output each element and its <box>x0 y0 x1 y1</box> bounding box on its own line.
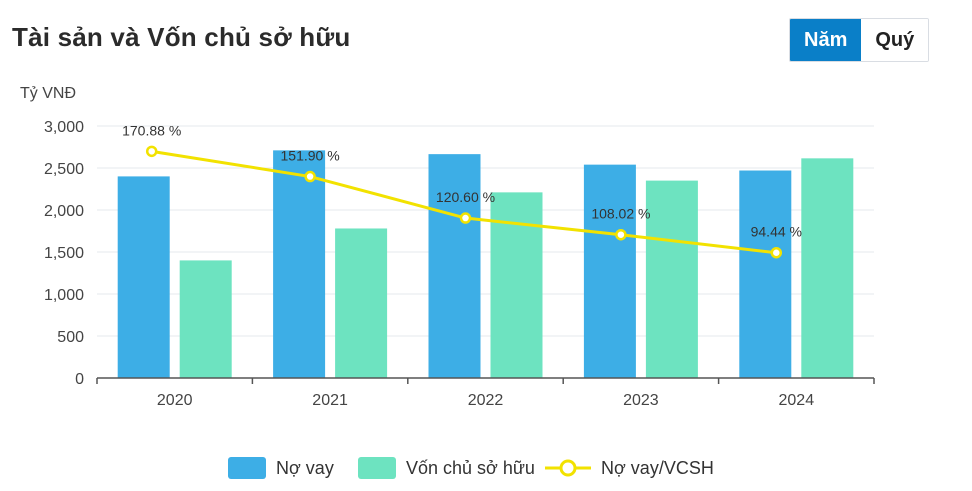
bar-no-vay <box>739 170 792 378</box>
ratio-point <box>459 212 472 224</box>
ratio-point <box>145 145 158 158</box>
bar-von-chu-so-huu <box>801 158 854 378</box>
ratio-data-label: 108.02 % <box>591 206 650 222</box>
legend: Nợ vay Vốn chủ sở hữu Nợ vay/VCSH <box>228 457 714 479</box>
legend-label: Nợ vay <box>276 458 334 478</box>
x-tick-label: 2021 <box>312 392 348 409</box>
ratio-point <box>615 228 627 241</box>
period-tab-year[interactable]: Năm <box>790 19 862 61</box>
y-tick-label: 0 <box>75 371 84 388</box>
x-tick-label: 2020 <box>157 392 193 409</box>
legend-label: Vốn chủ sở hữu <box>406 458 535 478</box>
x-tick-label: 2024 <box>779 392 815 409</box>
legend-label: Nợ vay/VCSH <box>601 458 714 478</box>
bar-von-chu-so-huu <box>645 180 698 378</box>
legend-swatch-no-vay <box>228 457 266 479</box>
y-tick-label: 3,000 <box>44 119 84 136</box>
x-tick-label: 2023 <box>623 392 659 409</box>
bar-von-chu-so-huu <box>335 228 388 378</box>
bars <box>117 150 854 378</box>
legend-swatch-von-chu-so-huu <box>358 457 396 479</box>
ratio-point <box>770 246 783 259</box>
ratio-data-label: 120.60 % <box>436 189 495 205</box>
ratio-data-label: 151.90 % <box>281 148 340 164</box>
y-tick-label: 2,000 <box>44 203 84 220</box>
bar-no-vay <box>428 154 481 378</box>
y-tick-label: 2,500 <box>44 161 84 178</box>
y-tick-label: 1,000 <box>44 287 84 304</box>
chart-title: Tài sản và Vốn chủ sở hữu <box>12 22 351 52</box>
ratio-point <box>304 170 316 183</box>
bar-no-vay <box>273 150 326 378</box>
bar-no-vay <box>583 164 636 378</box>
bar-von-chu-so-huu <box>179 260 232 378</box>
period-tab-quarter[interactable]: Quý <box>861 19 929 61</box>
legend-swatch-ratio-marker <box>559 459 577 477</box>
ratio-line: 170.88 % 151.90 % 120.60 % 108.02 % 94.44 % <box>122 122 802 259</box>
ratio-data-label: 94.44 % <box>751 224 802 240</box>
x-tick-label: 2022 <box>468 392 504 409</box>
y-axis-unit-label: Tỷ VNĐ <box>20 85 76 102</box>
bar-no-vay <box>117 176 170 378</box>
y-tick-label: 500 <box>57 329 84 346</box>
ratio-data-label: 170.88 % <box>122 122 181 138</box>
axes: 0 500 1,000 1,500 2,000 2,500 3,000 2020 2021 202… <box>44 119 875 409</box>
period-toggle: Năm Quý <box>789 18 930 62</box>
y-tick-label: 1,500 <box>44 245 84 262</box>
